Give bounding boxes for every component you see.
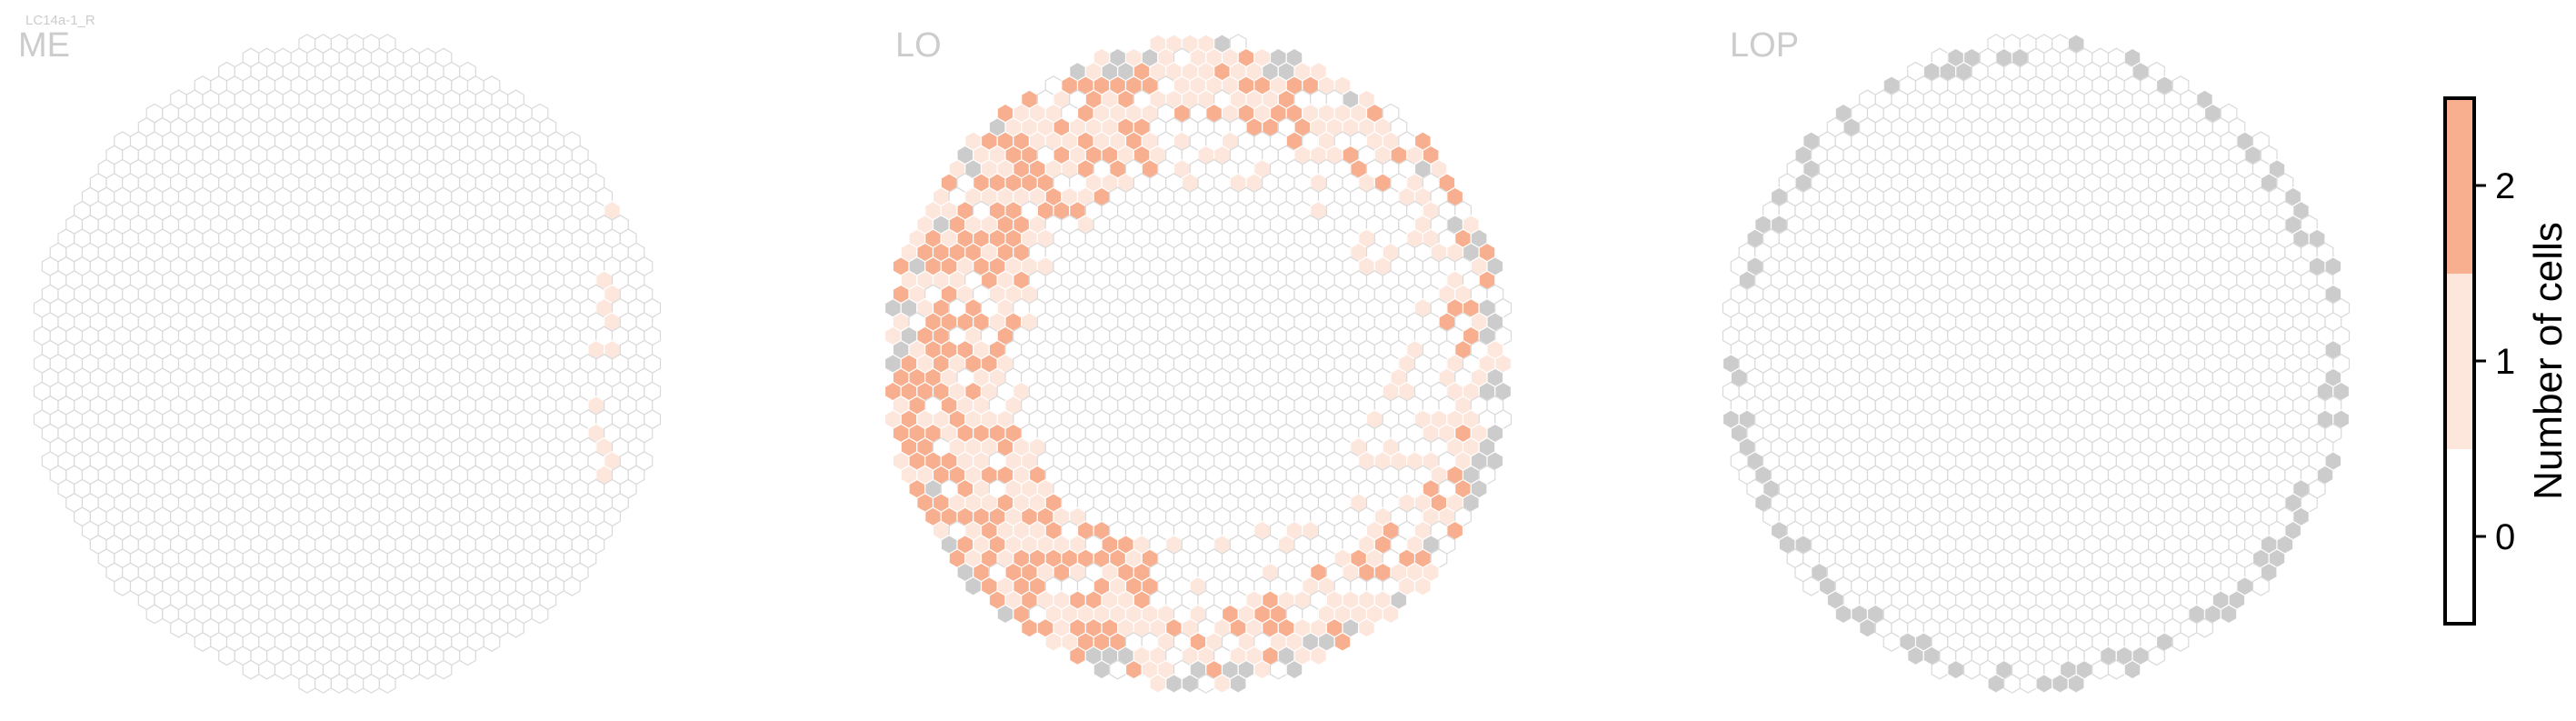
hex-cell <box>1229 674 1247 694</box>
hex-cell <box>964 576 983 596</box>
hex-cell <box>1021 617 1038 638</box>
hex-cell <box>1834 604 1852 625</box>
hex-cell <box>483 632 501 652</box>
colorbar-segment-2-fill <box>2445 98 2474 274</box>
hex-cell <box>2148 646 2165 666</box>
hex-cell <box>1109 659 1127 680</box>
hex-cell <box>996 604 1014 625</box>
hex-cell <box>1181 674 1199 694</box>
colorbar: 0 1 2 Number of cells <box>2443 96 2571 626</box>
hex-cell <box>1213 674 1231 694</box>
hex-cell <box>563 576 581 596</box>
panel-me: ME <box>18 26 662 694</box>
hex-cell <box>330 674 348 694</box>
hex-cell <box>434 659 453 680</box>
hex-cell <box>1124 659 1143 680</box>
hex-cell <box>1310 646 1327 666</box>
hex-cell <box>218 646 235 666</box>
hex-cell <box>1907 646 1924 666</box>
hex-cell <box>1269 659 1287 680</box>
subtitle: LC14a-1_R <box>25 13 95 28</box>
hex-cell <box>378 674 396 694</box>
hex-cell <box>2123 659 2142 680</box>
hex-cell <box>114 576 132 596</box>
colorbar-segment-1-fill <box>2445 274 2474 449</box>
hex-cell <box>274 659 292 680</box>
hex-cell <box>258 659 276 680</box>
hex-cell <box>1333 632 1352 652</box>
hex-cell <box>1165 674 1183 694</box>
hex-grid-lop <box>1722 34 2351 694</box>
colorbar-tick-label-1: 1 <box>2495 342 2515 382</box>
hex-cell <box>170 617 187 638</box>
hex-cell <box>1931 659 1949 680</box>
hex-cell <box>2052 674 2069 694</box>
hex-cell <box>1382 604 1400 625</box>
hex-cell <box>194 632 212 652</box>
hex-cell <box>2035 674 2053 694</box>
hex-cell <box>1882 632 1901 652</box>
hex-cell <box>1987 674 2005 694</box>
hex-cell <box>1358 617 1375 638</box>
panel-lo: LO <box>884 26 1513 694</box>
panel-label-me: ME <box>18 26 70 65</box>
hex-cell <box>418 659 436 680</box>
hex-cell <box>298 674 316 694</box>
hex-cell <box>1044 632 1063 652</box>
panel-lop: LOP <box>1722 26 2351 694</box>
panel-label-lop: LOP <box>1730 26 1799 65</box>
hex-cell <box>2220 604 2238 625</box>
hex-cell <box>2092 659 2110 680</box>
hex-cell <box>2196 617 2213 638</box>
hex-grid-me <box>33 34 662 694</box>
hex-cell <box>1413 576 1432 596</box>
hex-cell <box>2067 674 2085 694</box>
hex-cell <box>242 659 260 680</box>
colorbar-tick-label-2: 2 <box>2495 166 2515 206</box>
hex-cell <box>346 674 364 694</box>
panel-label-lo: LO <box>895 26 942 65</box>
hex-cell <box>2252 576 2270 596</box>
hex-cell <box>2172 632 2190 652</box>
hex-cell <box>1253 659 1272 680</box>
hex-cell <box>403 659 421 680</box>
hex-cell <box>1802 576 1821 596</box>
hex-cell <box>1285 659 1303 680</box>
hex-cell <box>2003 674 2021 694</box>
hex-cell <box>2019 674 2037 694</box>
hex-cell <box>1197 674 1215 694</box>
hex-cell <box>507 617 524 638</box>
colorbar-title: Number of cells <box>2526 222 2571 500</box>
hex-cell <box>1859 617 1876 638</box>
colorbar-tick-label-0: 0 <box>2495 517 2515 557</box>
hex-cell <box>1962 659 1981 680</box>
hex-cell <box>363 674 380 694</box>
colorbar-segment-0-fill <box>2445 449 2474 624</box>
hex-cell <box>459 646 476 666</box>
hex-cell <box>145 604 164 625</box>
hex-cell <box>1947 659 1965 680</box>
hex-cell <box>1149 674 1167 694</box>
hex-cell <box>1093 659 1111 680</box>
hex-grid-lo <box>884 34 1513 694</box>
hex-cell <box>531 604 549 625</box>
hex-cell <box>2107 659 2125 680</box>
hex-cell <box>315 674 332 694</box>
hex-cell <box>1069 646 1086 666</box>
